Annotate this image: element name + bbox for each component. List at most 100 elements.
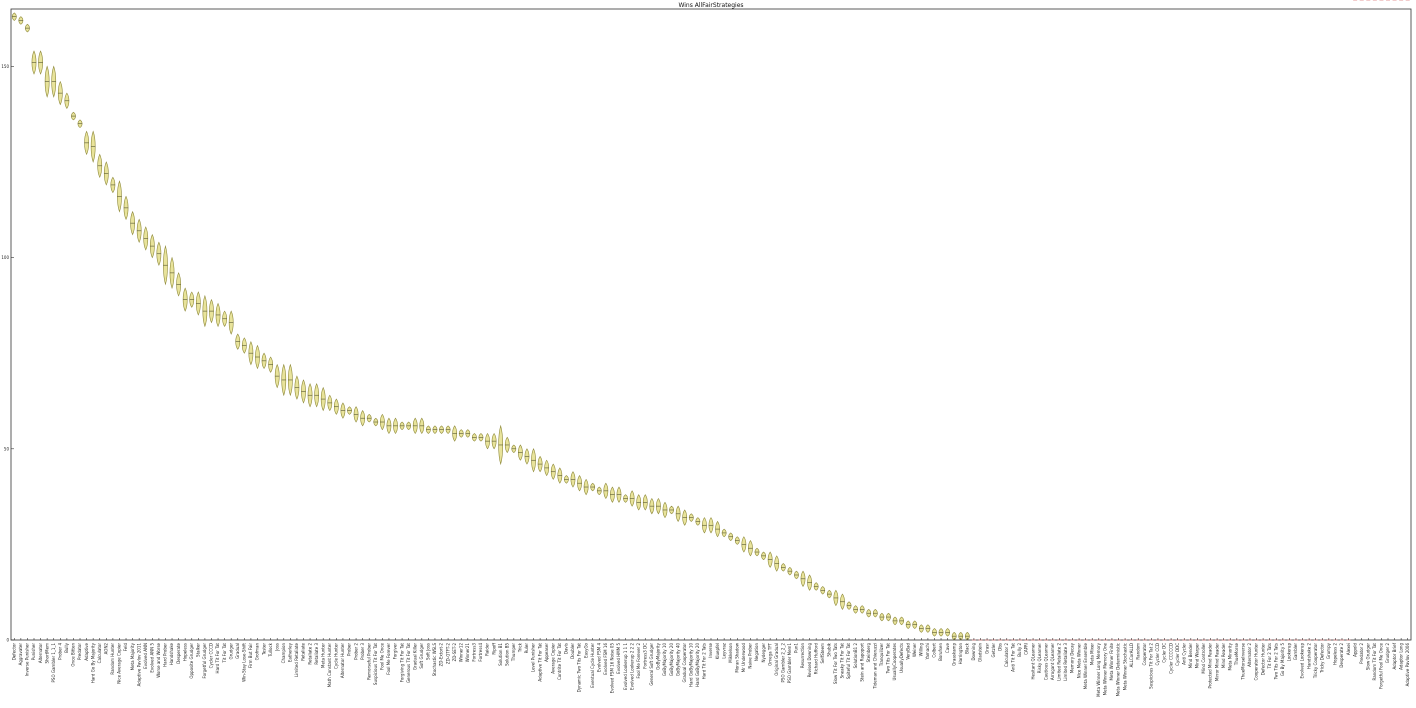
x-tick-label: Nydegger [761, 643, 766, 663]
x-tick-label: Mirror Mind Reader [1214, 643, 1219, 681]
x-tick-label: Grasr [984, 643, 989, 654]
x-tick-label: ShortMem [44, 643, 49, 664]
x-tick-label: SolutionB1 2 [853, 643, 858, 669]
x-tick-label: Retaliate [301, 642, 306, 660]
x-tick-label: Desperate [176, 642, 181, 663]
x-tick-label: Shubik [827, 642, 832, 656]
x-tick-label: Random Tit For Tat [1372, 643, 1377, 681]
x-tick-label: Suspicious Tit For Tat 2 [1149, 643, 1154, 689]
x-tick-label: Evolved FSM 16 Noise 05 [610, 643, 615, 694]
x-tick-label: Evolved Lookerup 1 1 1 [623, 643, 628, 690]
x-tick-label: Fool Me Once [380, 642, 385, 670]
x-tick-label: Two Tits For Tat [886, 643, 891, 675]
x-tick-label: Gradual Killer [412, 643, 417, 671]
x-tick-label: Memory Decay [1070, 642, 1075, 673]
x-tick-label: Winner12 [458, 643, 463, 663]
x-tick-label: PSO Gambler 2_2_2 [781, 643, 786, 683]
x-tick-label: Inverse Punisher [25, 643, 30, 677]
x-tick-label: Weiner [912, 643, 917, 657]
x-tick-label: ThueMorseInverse [1241, 642, 1246, 680]
x-tick-label: Adaptive [84, 642, 89, 660]
x-tick-label: Hopeless [182, 643, 187, 661]
x-tick-label: ZD-Extort-2 [439, 643, 444, 667]
x-tick-label: Firm But Fair [248, 643, 253, 668]
x-tick-label: Sneaky Tit For Tat [840, 643, 845, 679]
x-tick-label: Limited Retaliate 2 [1057, 643, 1062, 681]
x-tick-label: Forgiving Tit For Tat [399, 643, 404, 683]
x-tick-label: GoByMajority [656, 642, 661, 669]
x-tick-label: Fortress3 DC [642, 643, 647, 669]
x-tick-label: Alternator 2 [1247, 643, 1252, 667]
x-tick-label: Davis [564, 643, 569, 654]
x-tick-label: Stein and Rapoport [859, 643, 864, 682]
x-tick-label: Grudger [228, 643, 233, 660]
x-tick-label: Getzler [991, 643, 996, 658]
x-tick-label: Solution B1 [498, 643, 503, 666]
x-tick-label: Fool Me Forever 2 [636, 643, 641, 679]
x-tick-label: Cycle Hunter [334, 643, 339, 669]
x-tick-label: Prober 3 [360, 643, 365, 660]
x-tick-label: SelfSteem [820, 643, 825, 664]
x-tick-label: Inverse [708, 642, 713, 657]
y-tick-label: 100 [1, 255, 9, 260]
x-tick-label: Mind Warper [1195, 643, 1200, 669]
x-tick-label: Eventual Cycle Hunter [590, 643, 595, 688]
x-tick-label: Random Hunter [110, 643, 115, 675]
x-tick-label: Tricky Defector [1319, 643, 1324, 674]
x-tick-label: Forgiver [393, 643, 398, 660]
x-tick-label: Anti Cycler [1181, 643, 1186, 665]
x-tick-label: Hard Prober [163, 643, 168, 667]
x-tick-label: Gradual Cooperator [682, 643, 687, 683]
x-tick-label: Prober 2 [353, 643, 358, 660]
x-tick-label: Mind Controller [1201, 643, 1206, 674]
x-tick-label: Hard GoByMajority 10 [688, 643, 693, 687]
x-tick-label: Stochastic WSLS [432, 643, 437, 677]
x-tick-label: PSO Gambler Mem1 [787, 643, 792, 684]
x-tick-label: Black [965, 642, 970, 654]
x-tick-label: Negation [754, 643, 759, 662]
x-tick-label: Suspicious Tit For Tat [373, 643, 378, 685]
x-tick-label: Retaliate 3 [314, 643, 319, 665]
x-tick-label: Yamachi [925, 643, 930, 661]
x-tick-label: Grudger 2 [1385, 643, 1390, 664]
x-tick-label: Worse and Worse [156, 642, 161, 677]
x-tick-label: Richard Hufford [813, 643, 818, 675]
x-tick-label: Slow Grudger [1365, 643, 1370, 670]
x-tick-label: Fortress3 [472, 643, 477, 662]
x-tick-label: Moran Shadow [734, 642, 739, 672]
x-tick-label: General Soft Grudger [649, 643, 654, 686]
x-tick-label: Borufsen [938, 643, 943, 661]
x-tick-label: Original Gradual [774, 643, 779, 676]
x-tick-label: Gambler [1293, 643, 1298, 661]
x-tick-label: Cautious QLearner [1043, 643, 1048, 681]
x-tick-label: Desperate 2 [1339, 643, 1344, 668]
x-tick-label: GoByMajority 10 [662, 643, 667, 677]
x-tick-label: Level Punisher [531, 643, 536, 672]
y-tick-label: 50 [4, 446, 10, 451]
x-tick-label: Prober 4 [57, 643, 62, 660]
x-tick-label: Mind Bender [1188, 643, 1193, 669]
x-tick-label: Meta Winner Long Memory [1096, 642, 1101, 696]
x-tick-label: Soft Joss [426, 643, 431, 660]
y-axis: 0 50 100 150 [1, 64, 14, 643]
x-tick-label: Doubler [570, 643, 575, 659]
x-tick-label: Tricky Cooperator [1313, 643, 1318, 679]
x-tick-label: Resurrection [800, 643, 805, 669]
x-tick-label: GoByMajority 40 [675, 643, 680, 677]
x-tick-label: Pun1 [794, 643, 799, 653]
x-tick-label: Limited Retaliate [294, 642, 299, 677]
x-tick-label: Calculator 2 [1004, 643, 1009, 668]
x-tick-label: Math Constant Hunter [327, 643, 332, 688]
x-tick-label: Leyvraz [721, 643, 726, 659]
x-tick-label: Predator 2 [1359, 643, 1364, 664]
x-tick-label: Grofman [255, 643, 260, 661]
x-tick-label: Colbert [932, 643, 937, 658]
x-tick-label: Cooperator Hunter [1254, 643, 1259, 681]
x-tick-label: Cooperator [1142, 643, 1147, 666]
x-tick-label: Remorseful Prober [366, 643, 371, 680]
x-tick-label: Punisher [31, 643, 36, 661]
x-tick-label: Hard Tit For 2 Tats [702, 643, 707, 679]
x-tick-label: Evolved FSM 16 [603, 643, 608, 675]
x-tick-label: Tester [261, 643, 266, 656]
x-tick-label: Arrogant QLearner [1050, 643, 1055, 680]
